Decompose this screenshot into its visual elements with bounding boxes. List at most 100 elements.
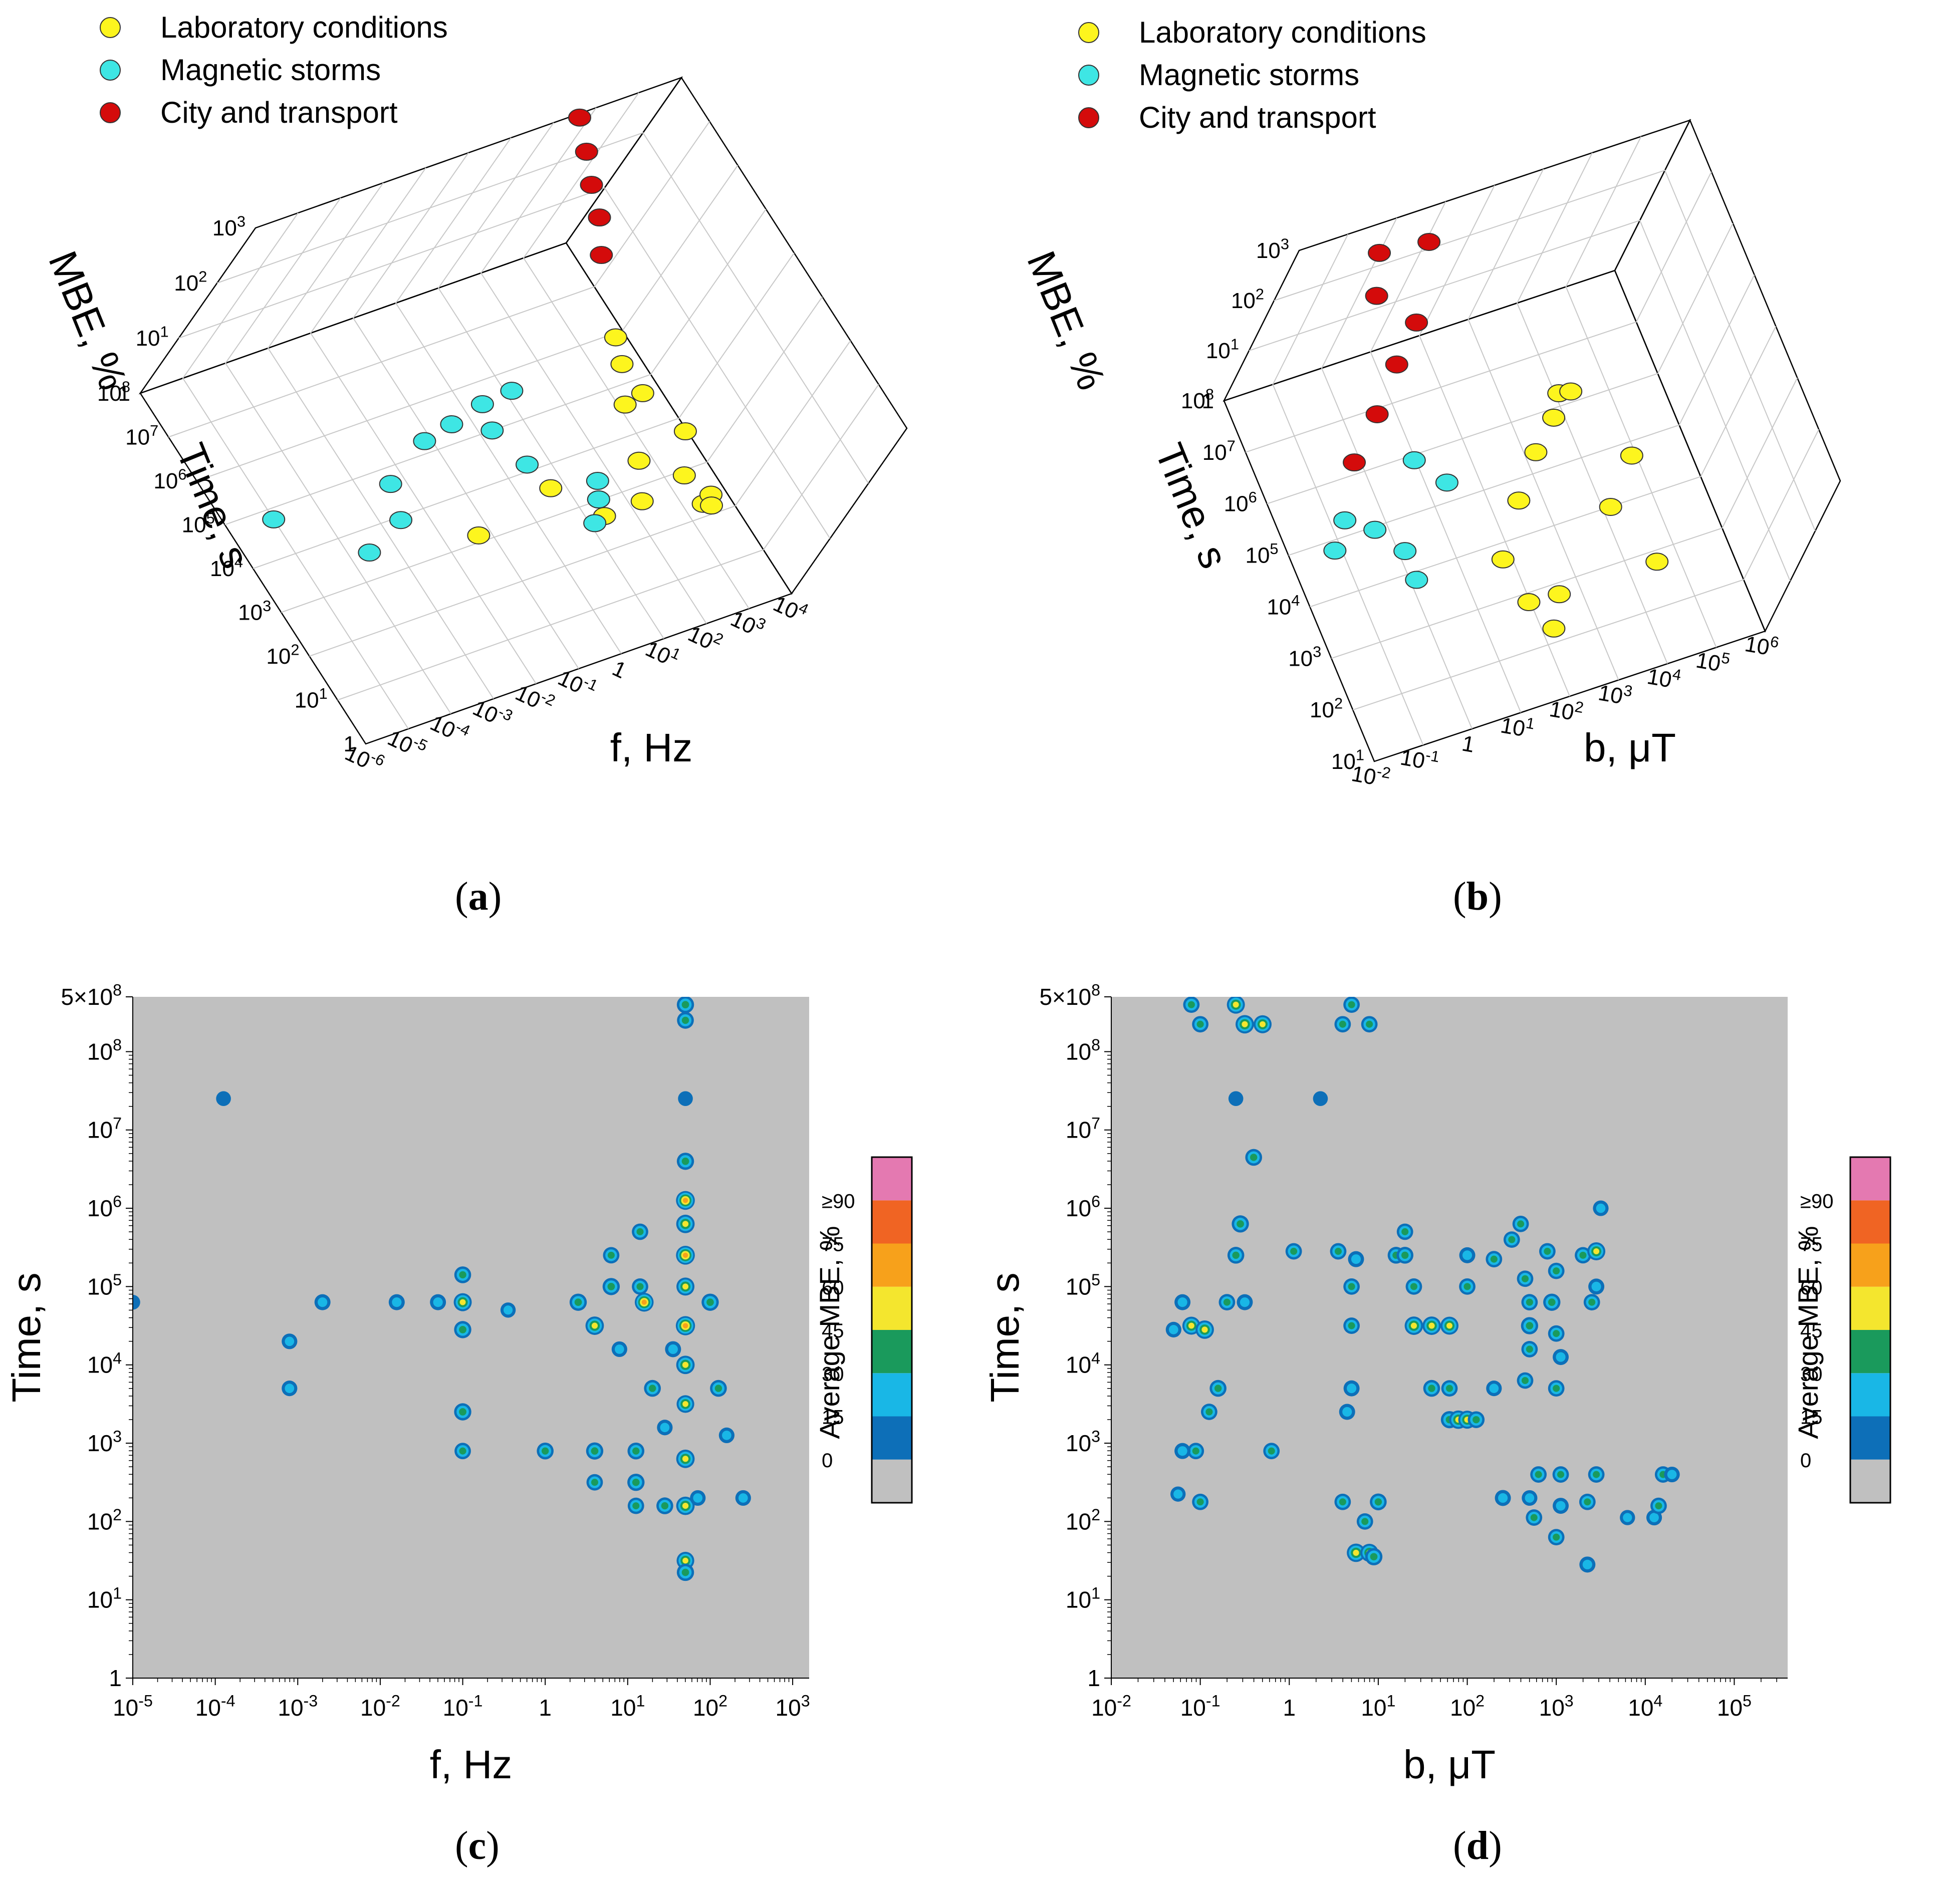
y-axis-title: Time, s xyxy=(983,1272,1027,1402)
point-0-4 xyxy=(627,451,651,470)
colorbar-swatch xyxy=(1850,1373,1890,1417)
blob-49 xyxy=(693,1493,703,1503)
panel-b-label: (b) xyxy=(1453,875,1502,919)
blob-64 xyxy=(1535,1471,1542,1478)
blob-63 xyxy=(1521,1377,1529,1385)
x-tick-label: 102 xyxy=(1450,1692,1485,1721)
y-tick-label: 106 xyxy=(1066,1193,1100,1221)
blob-21 xyxy=(632,1447,640,1455)
blob-15 xyxy=(1201,1326,1208,1333)
blob-58 xyxy=(1517,1220,1525,1228)
point-0-7 xyxy=(1542,619,1566,638)
colorbar-title: Average MBE, % xyxy=(814,1226,845,1439)
y-tick-label: 108 xyxy=(87,1036,122,1064)
point-1-0 xyxy=(1323,541,1347,560)
x-tick-label: 101 xyxy=(1361,1692,1395,1721)
point-1-4 xyxy=(413,432,436,450)
blob-37 xyxy=(1370,1553,1378,1561)
blob-41 xyxy=(1401,1228,1409,1235)
blob-40 xyxy=(1401,1251,1409,1259)
y-tick-label: 103 xyxy=(87,1428,122,1456)
point-2-3 xyxy=(575,142,598,161)
point-1-8 xyxy=(516,455,539,474)
blob-28 xyxy=(1351,1254,1361,1264)
blob-29 xyxy=(661,1502,669,1510)
grid-line-x xyxy=(310,167,537,684)
blob-2 xyxy=(285,1336,295,1346)
point-1-0 xyxy=(262,510,286,528)
point-0-9 xyxy=(631,384,654,402)
grid-line-x xyxy=(1321,217,1473,729)
point-1-3 xyxy=(1393,542,1417,561)
blob-20 xyxy=(1214,1385,1222,1392)
point-0-2 xyxy=(1524,443,1548,461)
y-tick-label: 5×108 xyxy=(61,981,122,1010)
point-2-1 xyxy=(588,208,611,227)
grid-line-z xyxy=(178,187,831,539)
plot-area xyxy=(1111,997,1788,1678)
y-tick-label: 108 xyxy=(97,378,130,406)
blob-55 xyxy=(1508,1236,1516,1243)
y-tick-label: 108 xyxy=(1066,1036,1100,1064)
blob-35 xyxy=(1353,1549,1359,1556)
point-2-2 xyxy=(1385,355,1408,374)
y-tick-label: 1 xyxy=(344,732,356,756)
grid-line-x xyxy=(352,152,579,669)
colorbar-tick-label: 60 xyxy=(822,1277,844,1299)
blob-16 xyxy=(591,1447,599,1455)
point-0-10 xyxy=(1620,446,1643,465)
x-axis-title: b, μT xyxy=(1403,1742,1496,1787)
legend-marker-2 xyxy=(100,102,121,123)
blob-37 xyxy=(682,1252,688,1258)
x-tick-label: 10-1 xyxy=(1398,742,1441,776)
point-0-0 xyxy=(467,526,491,545)
point-2-1 xyxy=(1365,405,1389,423)
colorbar-swatch xyxy=(1850,1416,1890,1460)
x-axis-title: f, Hz xyxy=(430,1742,512,1787)
blob-70 xyxy=(1553,1330,1560,1337)
blob-2 xyxy=(1233,1001,1239,1008)
colorbar-swatch xyxy=(872,1416,912,1460)
x-tick-label: 10-2 xyxy=(1091,1692,1131,1721)
blob-34 xyxy=(681,1157,689,1165)
blob-41 xyxy=(682,1401,688,1407)
legend-marker-1 xyxy=(1078,65,1099,86)
blob-79 xyxy=(1593,1471,1600,1478)
point-1-1 xyxy=(358,543,381,562)
x-tick-label: 10-2 xyxy=(360,1692,400,1721)
colorbar-swatch xyxy=(1850,1330,1890,1374)
y-tick-label: 108 xyxy=(1181,385,1214,413)
legend-marker-2 xyxy=(1078,107,1099,128)
blob-13 xyxy=(1177,1297,1187,1307)
point-1-10 xyxy=(583,514,607,532)
blob-54 xyxy=(1490,1255,1498,1263)
x-tick-label: 103 xyxy=(776,1692,810,1721)
colorbar-tick-label: ≥90 xyxy=(1800,1190,1833,1212)
point-1-9 xyxy=(500,382,524,400)
colorbar-tick-label: 45 xyxy=(1800,1320,1823,1342)
colorbar-swatch xyxy=(872,1330,912,1374)
grid-line-x xyxy=(1565,136,1717,648)
y-tick-label: 104 xyxy=(87,1349,122,1378)
grid-line-x xyxy=(1418,185,1570,697)
legend-label-1: Magnetic storms xyxy=(160,53,381,87)
point-1-5 xyxy=(440,415,463,434)
blob-43 xyxy=(1410,1322,1417,1329)
blob-29 xyxy=(1348,1283,1355,1290)
blob-6 xyxy=(433,1297,443,1307)
point-1-5 xyxy=(1402,451,1426,469)
blob-0 xyxy=(133,1294,140,1310)
blob-71 xyxy=(1556,1352,1566,1362)
x-tick-label: 10-3 xyxy=(278,1692,318,1721)
z-axis-title: MBE, % xyxy=(1019,245,1114,396)
blob-45 xyxy=(1446,1322,1452,1329)
blob-23 xyxy=(632,1502,640,1510)
blob-17 xyxy=(591,1479,598,1486)
colorbar-swatch xyxy=(1850,1243,1890,1287)
blob-15 xyxy=(591,1322,598,1329)
blob-3 xyxy=(285,1384,295,1393)
grid-line-x xyxy=(224,197,451,714)
point-1-2 xyxy=(389,511,413,529)
colorbar-title: Average MBE, % xyxy=(1792,1226,1824,1439)
colorbar-swatch xyxy=(872,1200,912,1244)
